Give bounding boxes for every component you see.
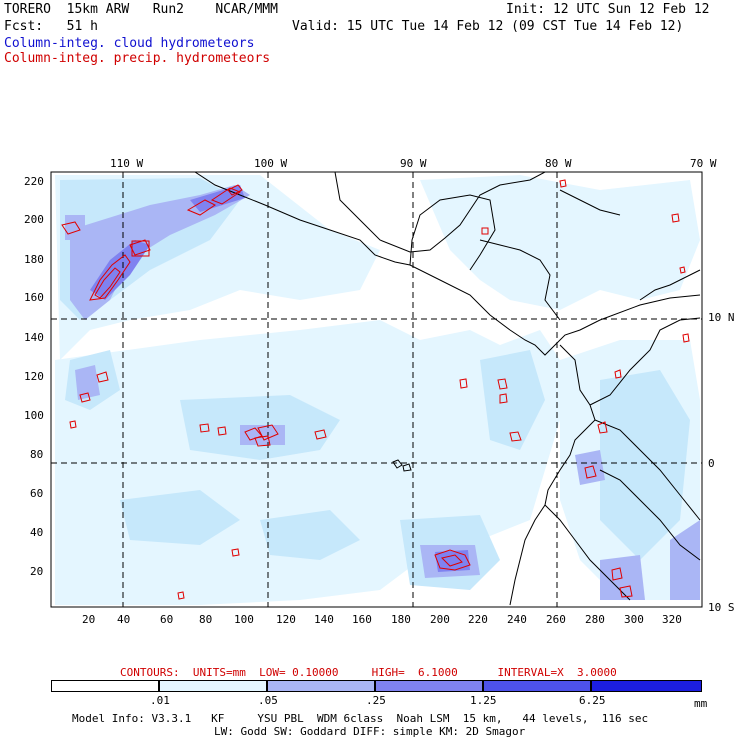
lat-label-10s: 10 S [708,601,735,614]
x-tick-label: 20 [82,613,96,626]
y-tick-label: 40 [30,526,44,539]
legend-threshold: 1.25 [470,694,497,707]
x-tick-label: 80 [199,613,213,626]
legend-swatch-3 [375,680,483,692]
lon-label-70w: 70 W [690,157,717,170]
x-tick-label: 200 [430,613,450,626]
y-tick-label: 180 [24,253,44,266]
legend-swatch-5 [591,680,702,692]
x-tick-label: 260 [546,613,566,626]
x-tick-label: 180 [391,613,411,626]
legend-unit: mm [694,697,708,710]
legend-swatch-0 [51,680,159,692]
x-tick-label: 120 [276,613,296,626]
x-tick-label: 40 [117,613,131,626]
x-tick-label: 220 [468,613,488,626]
x-tick-label: 160 [352,613,372,626]
x-tick-label: 240 [507,613,527,626]
legend-swatch-2 [267,680,375,692]
x-tick-label: 280 [585,613,605,626]
x-tick-label: 100 [234,613,254,626]
legend-swatch-1 [159,680,267,692]
field-precip-label: Column-integ. precip. hydrometeors [4,51,271,66]
y-tick-label: 140 [24,331,44,344]
lon-label-80w: 80 W [545,157,572,170]
field-cloud-label: Column-integ. cloud hydrometeors [4,36,255,51]
model-title: TORERO 15km ARW Run2 NCAR/MMM [4,2,278,17]
forecast-hour: Fcst: 51 h [4,19,98,34]
lat-label-0: 0 [708,457,715,470]
x-tick-label: 320 [662,613,682,626]
y-tick-label: 220 [24,175,44,188]
y-tick-label: 160 [24,291,44,304]
legend-threshold: 6.25 [579,694,606,707]
y-tick-label: 200 [24,213,44,226]
y-tick-label: 60 [30,487,44,500]
legend-swatch-4 [483,680,591,692]
y-tick-label: 100 [24,409,44,422]
init-time: Init: 12 UTC Sun 12 Feb 12 [506,2,710,17]
x-tick-label: 60 [160,613,174,626]
contour-info: CONTOURS: UNITS=mm LOW= 0.10000 HIGH= 6.… [120,666,617,679]
lat-label-10n: 10 N [708,311,735,324]
y-tick-label: 80 [30,448,44,461]
lon-label-100w: 100 W [254,157,288,170]
lon-label-110w: 110 W [110,157,144,170]
y-tick-label: 120 [24,370,44,383]
legend-threshold: .01 [150,694,170,707]
x-tick-label: 140 [314,613,334,626]
y-tick-label: 20 [30,565,44,578]
valid-time: Valid: 15 UTC Tue 14 Feb 12 (09 CST Tue … [292,19,684,34]
x-tick-label: 300 [624,613,644,626]
legend-threshold: .25 [366,694,386,707]
lon-label-90w: 90 W [400,157,427,170]
legend-threshold: .05 [258,694,278,707]
model-info: Model Info: V3.3.1 KF YSU PBL WDM 6class… [72,712,649,725]
physics-info: LW: Godd SW: Goddard DIFF: simple KM: 2D… [214,725,526,738]
